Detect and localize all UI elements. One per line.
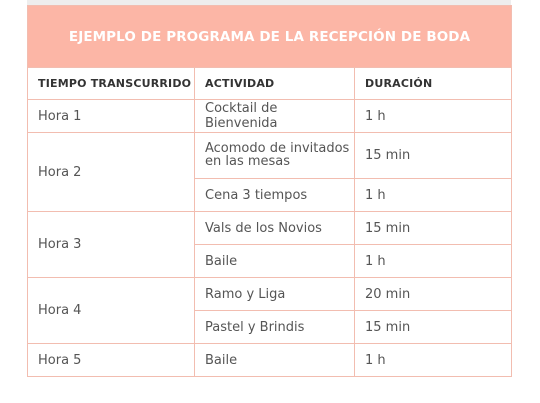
activity-text: Acomodo de invitados en las mesas [205, 141, 350, 169]
table-row: Hora 5 Baile 1 h [27, 343, 513, 377]
activity-cell: Vals de los Novios [194, 211, 355, 245]
table-row: Hora 3 Vals de los Novios 15 min [27, 211, 513, 278]
hour-cell: Hora 4 [27, 277, 195, 344]
table-row: Baile 1 h [28, 244, 513, 278]
activity-cell: Pastel y Brindis [194, 310, 355, 344]
activity-cell: Ramo y Liga [194, 277, 355, 311]
reception-schedule-table: EJEMPLO DE PROGRAMA DE LA RECEPCIÓN DE B… [26, 5, 513, 377]
table-row: Cena 3 tiempos 1 h [28, 178, 513, 212]
header-row: TIEMPO TRANSCURRIDO ACTIVIDAD DURACIÓN [27, 67, 513, 100]
duration-cell: 1 h [353, 99, 513, 133]
header-elapsed-time: TIEMPO TRANSCURRIDO [27, 67, 195, 100]
header-duration: DURACIÓN [353, 67, 513, 100]
activity-cell: Cocktail de Bienvenida [194, 99, 355, 133]
top-divider [27, 0, 511, 5]
table-row: Hora 4 Ramo y Liga 20 min [27, 277, 513, 344]
table-row: Hora 2 Acomodo de invitados en las mesas… [27, 132, 513, 212]
hour-cell: Hora 5 [27, 343, 195, 377]
duration-cell: 15 min [353, 211, 513, 245]
duration-cell: 15 min [353, 310, 513, 344]
title-row: EJEMPLO DE PROGRAMA DE LA RECEPCIÓN DE B… [26, 5, 513, 68]
table-row: Hora 1 Cocktail de Bienvenida 1 h [27, 99, 513, 133]
hour-cell: Hora 2 [27, 132, 195, 212]
activity-cell: Baile [194, 343, 355, 377]
duration-cell: 20 min [353, 277, 513, 311]
hour-cell: Hora 1 [27, 99, 195, 133]
table-row: Pastel y Brindis 15 min [28, 310, 513, 344]
table-title: EJEMPLO DE PROGRAMA DE LA RECEPCIÓN DE B… [26, 5, 513, 68]
activity-cell: Acomodo de invitados en las mesas [194, 132, 355, 179]
duration-cell: 1 h [353, 244, 513, 278]
duration-cell: 1 h [353, 178, 513, 212]
activity-cell: Cena 3 tiempos [194, 178, 355, 212]
duration-cell: 15 min [353, 132, 513, 179]
hour-cell: Hora 3 [27, 211, 195, 278]
duration-cell: 1 h [353, 343, 513, 377]
header-activity: ACTIVIDAD [194, 67, 355, 100]
activity-cell: Baile [194, 244, 355, 278]
